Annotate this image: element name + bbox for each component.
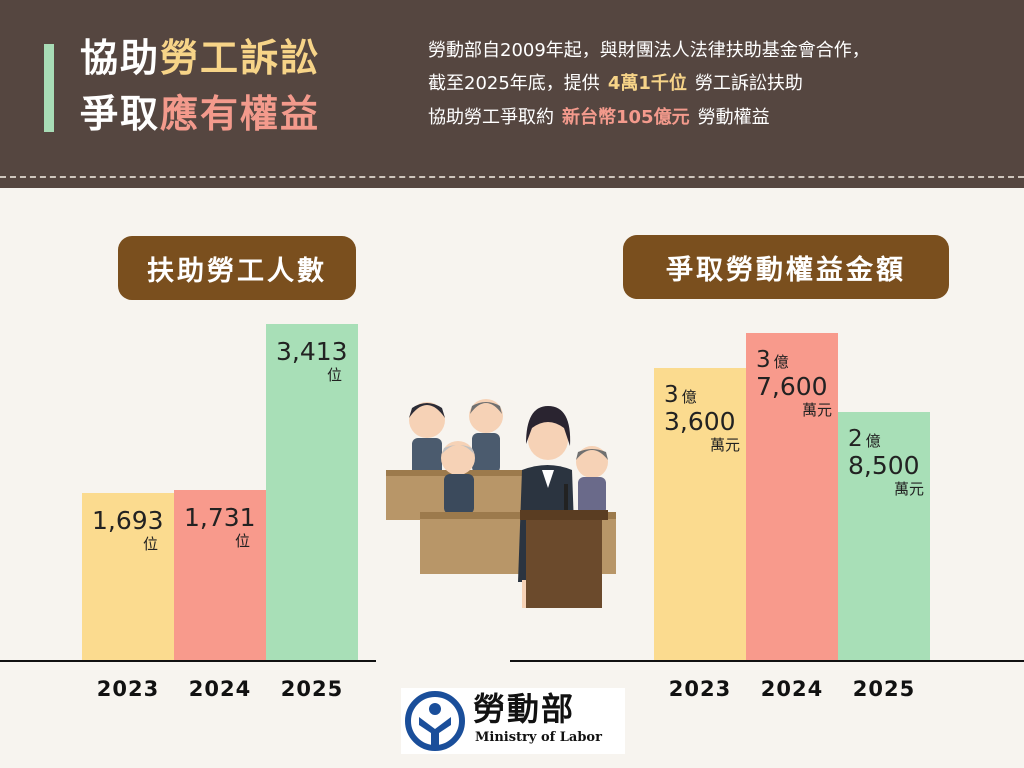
back-row-people	[409, 399, 503, 476]
chart-baseline-right	[510, 660, 1024, 662]
chart-baseline-left	[0, 660, 376, 662]
x-tick-2025: 2025	[280, 677, 344, 701]
bar-2023: 1,693 位	[82, 493, 174, 660]
summary-line-1: 勞動部自2009年起，與財團法人法律扶助基金會合作，	[428, 40, 870, 61]
chart-amount: 3 億 3,600 萬元 3 億 7,600 萬元 2 億 8,500 萬元	[654, 333, 944, 660]
x-tick-2024: 2024	[188, 677, 252, 701]
bar-2025: 3,413 位	[266, 324, 358, 660]
data-label-2024: 3 億 7,600 萬元	[756, 347, 832, 419]
podium	[526, 514, 602, 608]
summary-line-3: 協助勞工爭取約 新台幣105億元 勞動權益	[428, 107, 770, 128]
front-row-people	[441, 441, 608, 515]
data-label-2025: 3,413 位	[276, 337, 348, 385]
chart-title-amount: 爭取勞動權益金額	[623, 235, 949, 299]
summary-highlight-amount: 新台幣105億元	[562, 107, 690, 128]
header: 協助勞工訴訟 爭取應有權益 勞動部自2009年起，與財團法人法律扶助基金會合作，…	[0, 0, 1024, 188]
title-accent-bar	[44, 44, 54, 132]
bar-2023: 3 億 3,600 萬元	[654, 368, 746, 660]
bar-2025: 2 億 8,500 萬元	[838, 412, 930, 660]
data-label-2025: 2 億 8,500 萬元	[848, 426, 924, 498]
ministry-of-labor-logo: 勞動部 Ministry of Labor	[401, 688, 625, 754]
data-label-2023: 3 億 3,600 萬元	[664, 382, 740, 454]
summary-highlight-cases: 4萬1千位	[607, 73, 687, 94]
ministry-of-labor-logo-icon	[405, 691, 465, 751]
title-line-2: 爭取應有權益	[80, 92, 321, 136]
x-tick-2024: 2024	[760, 677, 824, 701]
labor-court-illustration	[386, 399, 616, 608]
x-tick-2023: 2023	[96, 677, 160, 701]
data-label-2024: 1,731 位	[184, 503, 256, 551]
header-dashed-divider	[0, 176, 1024, 178]
summary-line-2: 截至2025年底，提供 4萬1千位 勞工訴訟扶助	[428, 73, 803, 94]
chart-title-workers: 扶助勞工人數	[118, 236, 356, 300]
data-label-2023: 1,693 位	[92, 506, 164, 554]
chart-workers: 1,693 位 1,731 位 3,413 位	[82, 324, 372, 660]
bar-2024: 3 億 7,600 萬元	[746, 333, 838, 660]
title-line-1: 協助勞工訴訟	[80, 36, 321, 80]
x-tick-2025: 2025	[852, 677, 916, 701]
x-tick-2023: 2023	[668, 677, 732, 701]
bar-2024: 1,731 位	[174, 490, 266, 660]
